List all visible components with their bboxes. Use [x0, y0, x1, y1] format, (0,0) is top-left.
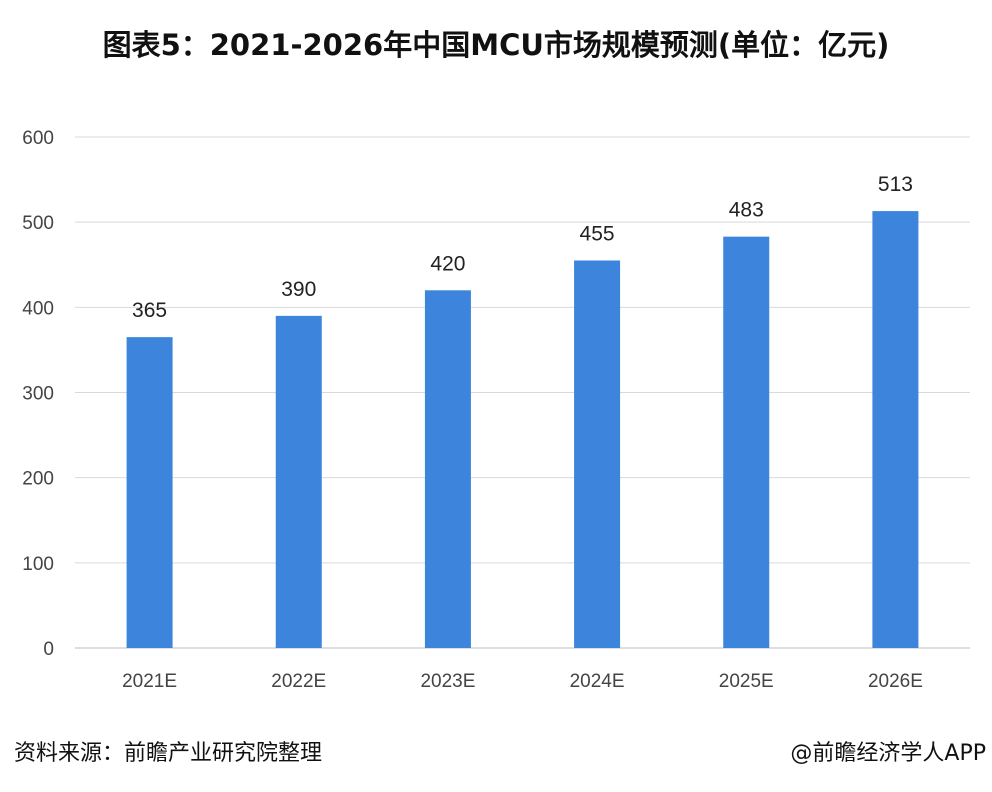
x-tick-label: 2022E: [271, 671, 326, 692]
bar: [126, 337, 173, 648]
data-label: 390: [281, 278, 316, 301]
source-note: 资料来源：前瞻产业研究院整理: [14, 741, 323, 766]
y-tick-label: 300: [22, 384, 54, 405]
x-tick-label: 2023E: [420, 671, 475, 692]
data-label: 483: [729, 199, 764, 222]
bar: [574, 260, 621, 648]
chart-title: 图表5：2021-2026年中国MCU市场规模预测(单位：亿元): [102, 28, 890, 62]
bar: [424, 290, 471, 648]
bar: [872, 211, 919, 648]
y-tick-label: 0: [43, 639, 54, 660]
data-label: 365: [132, 299, 167, 322]
x-tick-label: 2021E: [122, 671, 177, 692]
data-label: 455: [580, 222, 615, 245]
credit-note: @前瞻经济学人APP: [790, 741, 986, 766]
data-label: 420: [430, 252, 465, 275]
data-label: 513: [878, 173, 913, 196]
bar: [723, 236, 770, 648]
x-tick-label: 2026E: [868, 671, 923, 692]
y-tick-label: 600: [22, 128, 54, 149]
y-tick-label: 100: [22, 554, 54, 575]
y-tick-label: 200: [22, 469, 54, 490]
y-tick-label: 500: [22, 213, 54, 234]
x-tick-label: 2024E: [570, 671, 625, 692]
x-tick-label: 2025E: [719, 671, 774, 692]
y-tick-label: 400: [22, 298, 54, 319]
bar: [275, 315, 322, 648]
